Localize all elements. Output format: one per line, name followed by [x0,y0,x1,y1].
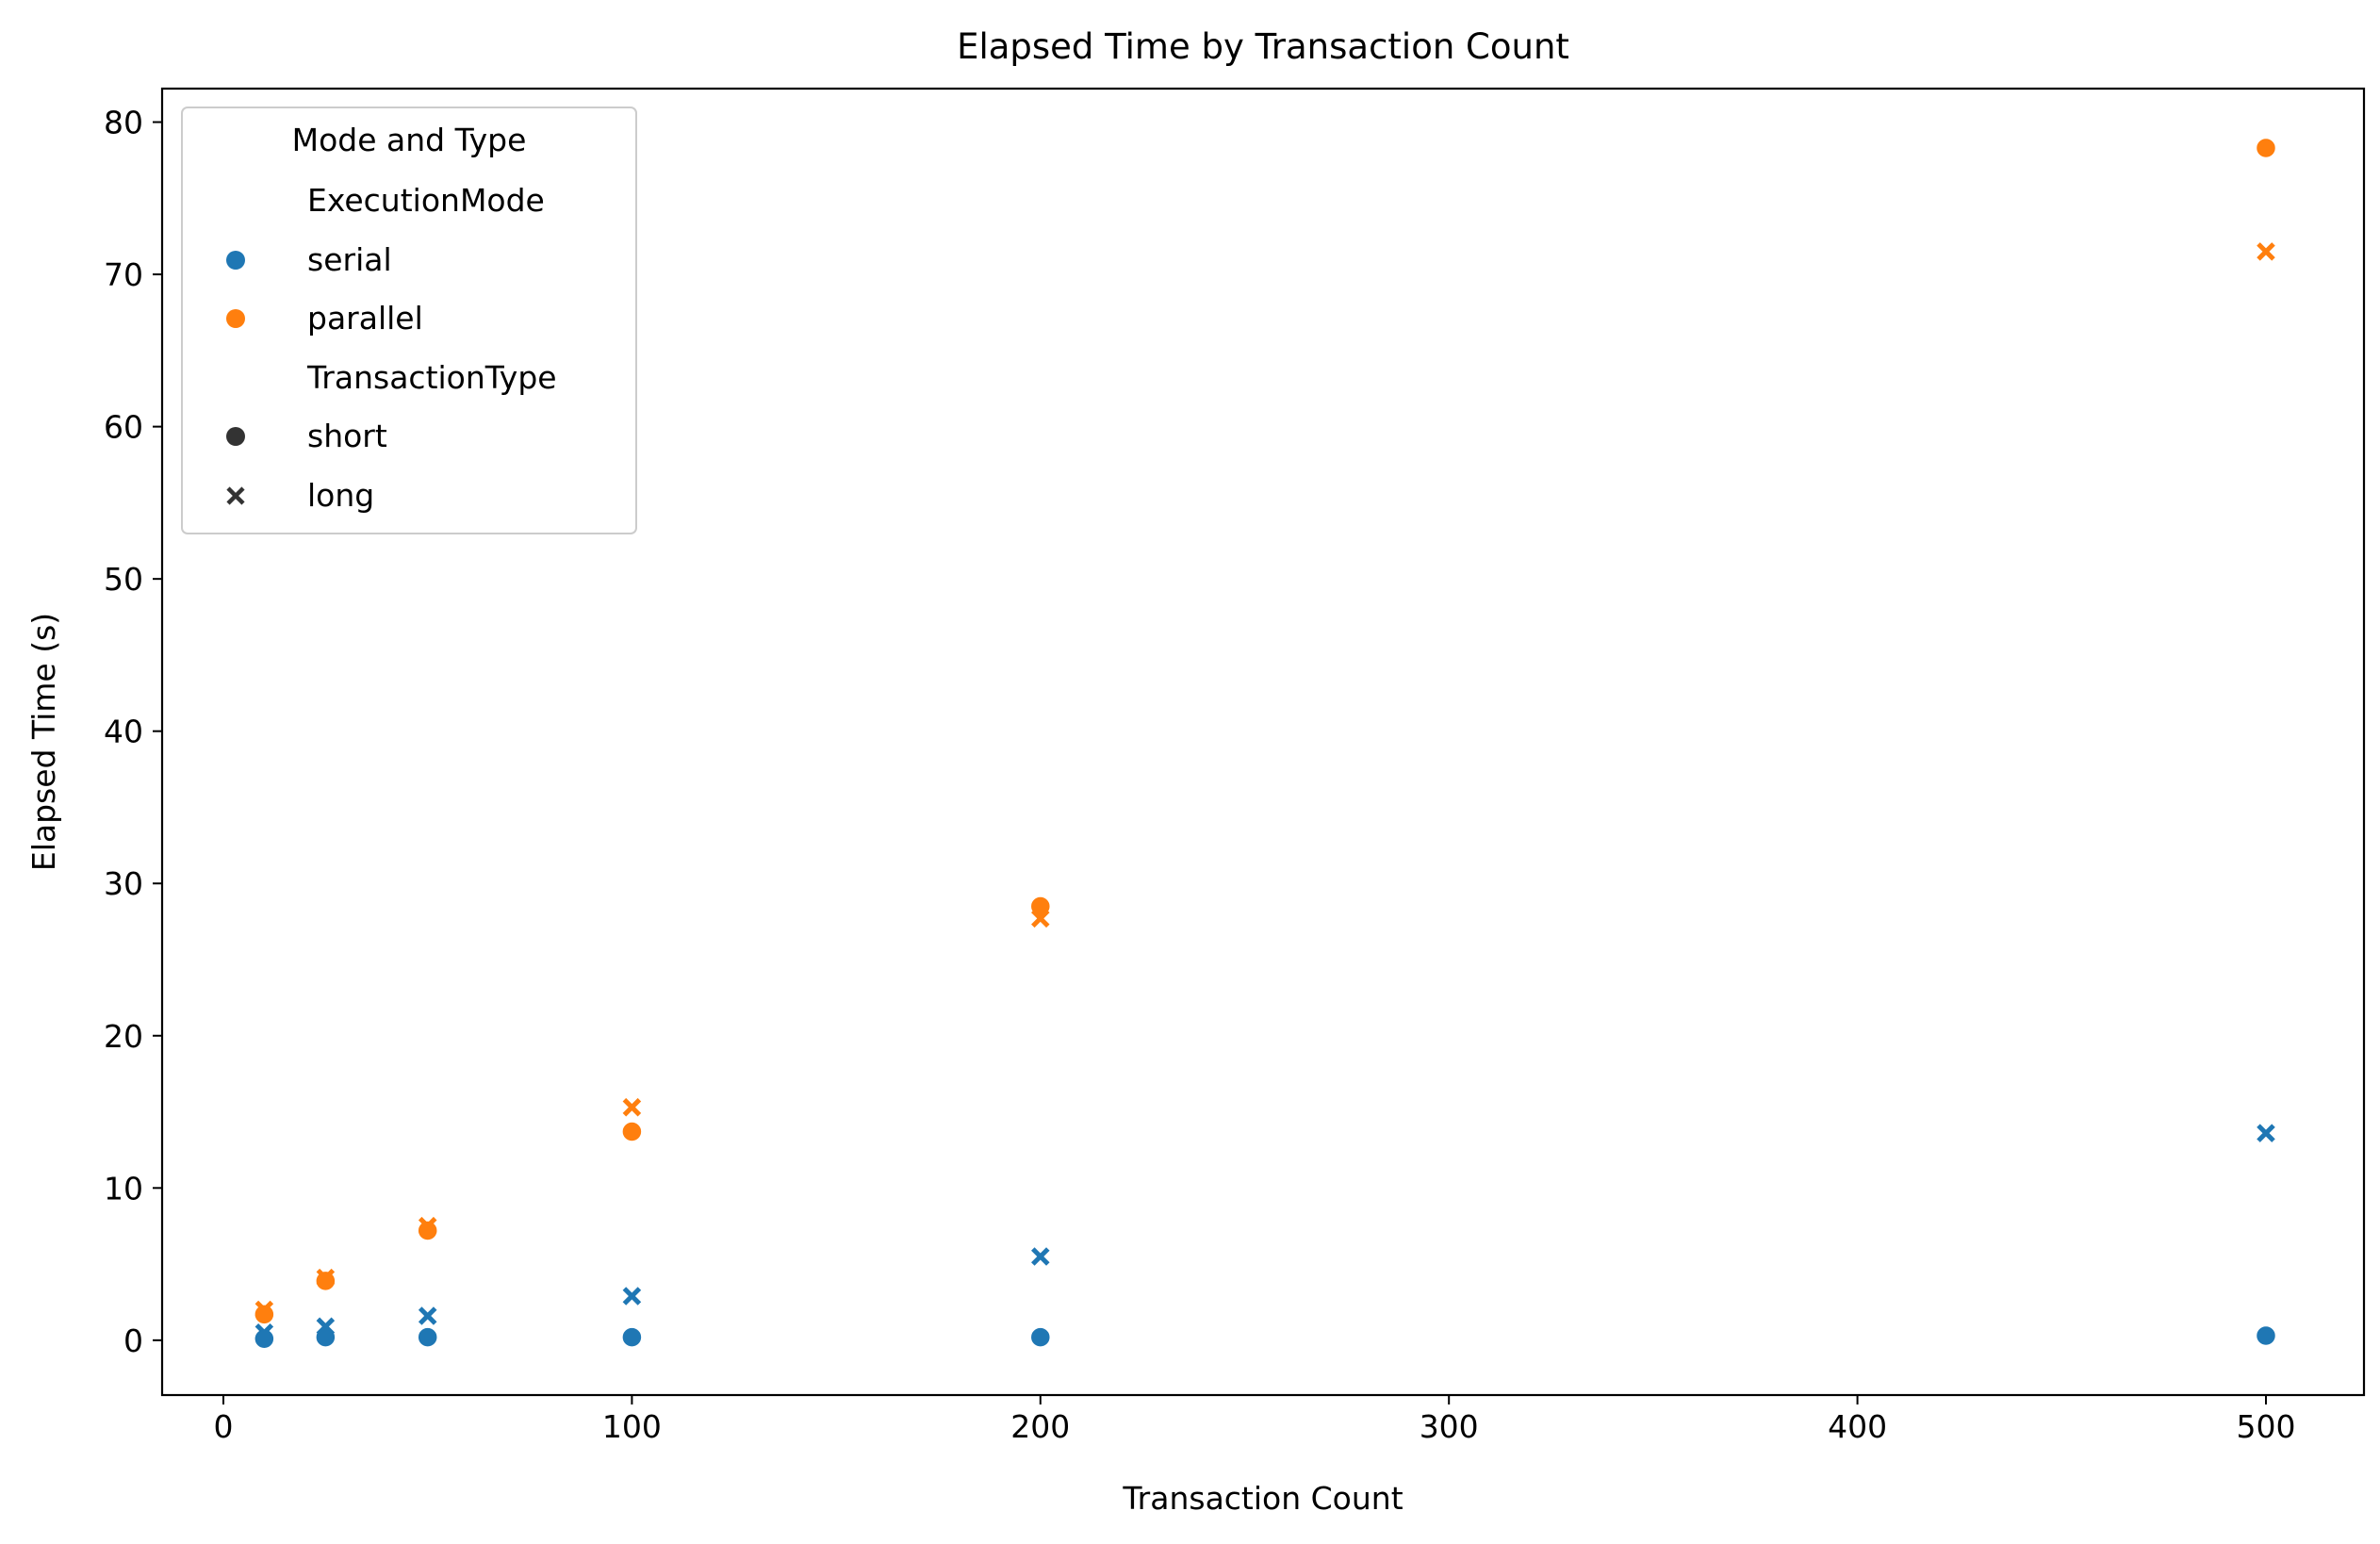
y-axis-label: Elapsed Time (s) [25,613,62,871]
point-serial-long [316,1317,336,1337]
point-serial-long [1031,1247,1050,1266]
point-serial-long [254,1323,274,1342]
x-tick-label: 100 [602,1408,662,1445]
point-serial-short [1029,1326,1052,1348]
y-tick-label: 10 [104,1170,143,1207]
y-tick-label: 40 [104,714,143,750]
y-tick-label: 50 [104,561,143,598]
point-parallel-long [2257,242,2275,261]
x-axis-label: Transaction Count [1122,1480,1403,1517]
point-serial-short [417,1326,438,1348]
point-parallel-long [254,1300,274,1320]
x-tick-label: 0 [214,1408,234,1445]
legend-label-short: short [307,418,387,454]
x-tick-label: 300 [1420,1408,1479,1445]
legend-style-title: TransactionType [306,359,557,396]
point-parallel-short [417,1220,438,1241]
point-parallel-short [621,1121,643,1142]
legend-label-parallel: parallel [307,300,423,337]
chart-title: Elapsed Time by Transaction Count [957,26,1569,67]
y-tick-label: 0 [123,1322,143,1359]
legend-label-long: long [307,477,374,514]
y-tick-label: 80 [104,105,143,141]
legend-hue-title: ExecutionMode [307,182,545,219]
plot-area-frame [160,87,2366,1397]
point-parallel-long [622,1097,642,1117]
legend-marker-parallel [226,309,245,328]
legend-marker-short [226,427,245,446]
legend: Mode and Type ExecutionMode serial paral… [181,107,637,534]
x-tick-label: 400 [1828,1408,1887,1445]
x-tick-label: 500 [2236,1408,2295,1445]
x-tick-label: 200 [1010,1408,1070,1445]
y-tick-label: 60 [104,409,143,446]
point-serial-short [254,1327,275,1350]
legend-marker-long [226,486,245,505]
point-serial-short [2255,1324,2277,1347]
point-parallel-short [254,1304,275,1325]
point-serial-long [418,1306,437,1325]
y-tick-label: 20 [104,1018,143,1055]
y-tick-label: 70 [104,256,143,293]
point-parallel-long [418,1216,437,1236]
legend-box [181,107,637,534]
point-parallel-short [2255,137,2277,159]
point-serial-long [2257,1124,2275,1142]
point-parallel-long [316,1268,336,1288]
legend-marker-serial [226,251,245,270]
legend-label-serial: serial [307,241,392,278]
data-marks [254,137,2277,1350]
y-tick-label: 30 [104,865,143,902]
point-parallel-long [1031,909,1050,928]
axis-ticks: 0 100 200 300 400 500 0 10 20 30 40 50 60 70 80 [104,105,2295,1445]
point-serial-long [622,1287,642,1306]
point-serial-short [621,1326,643,1348]
legend-title: Mode and Type [292,122,527,158]
